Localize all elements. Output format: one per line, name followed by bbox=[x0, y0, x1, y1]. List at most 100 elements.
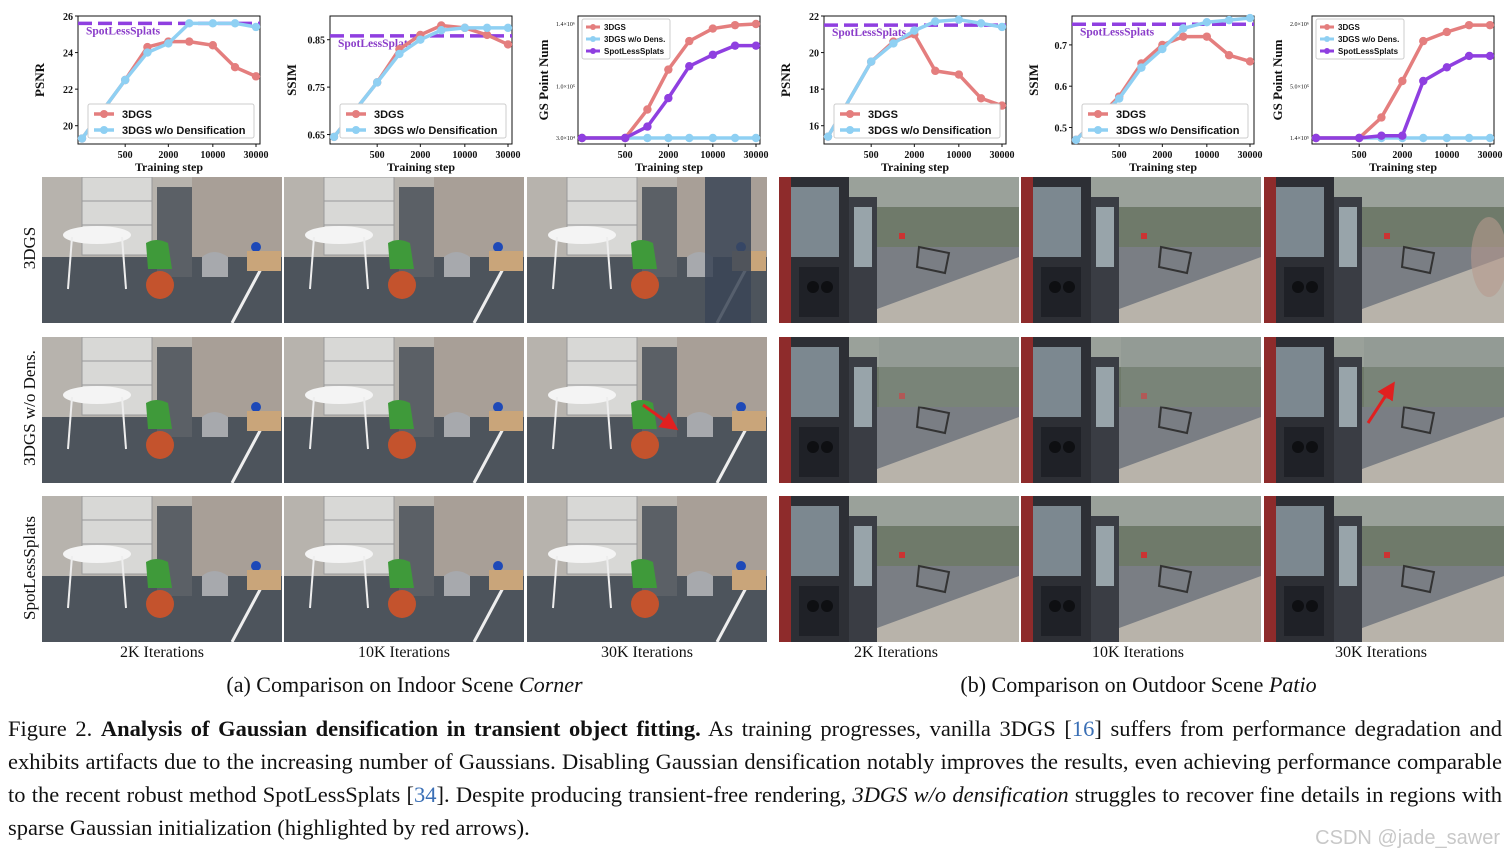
photo-outdoor-spotlesssplats-10k bbox=[1021, 496, 1261, 642]
photo-outdoor-3dgs-2k bbox=[779, 177, 1019, 323]
x-axis-label: Training step bbox=[387, 160, 455, 174]
figure-caption: Figure 2. Analysis of Gaussian densifica… bbox=[8, 712, 1502, 844]
chart-outdoor-gs-num: 500 2000 10000 30000 Training step GS Point N… bbox=[1264, 4, 1503, 176]
photo-indoor-3dgs-2k bbox=[42, 177, 282, 323]
reference-label: SpotLessSplats bbox=[1080, 26, 1155, 38]
legend-marker bbox=[846, 126, 854, 134]
row-label-3dgs-wo-dens: 3DGS w/o Dens. bbox=[20, 350, 39, 466]
data-point bbox=[643, 105, 652, 114]
legend-entry: 3DGS w/o Dens. bbox=[604, 35, 665, 44]
x-tick-label: 10000 bbox=[452, 150, 477, 161]
y-tick-label: 20 bbox=[809, 49, 819, 60]
legend-marker bbox=[846, 110, 854, 118]
row-label-3dgs: 3DGS bbox=[20, 226, 39, 270]
legend-entry: 3DGS w/o Dens. bbox=[1338, 35, 1399, 44]
data-point bbox=[437, 26, 446, 35]
iter-label-30k-outdoor: 30K Iterations bbox=[1335, 644, 1427, 661]
data-point bbox=[1485, 51, 1495, 61]
x-tick-label: 10000 bbox=[1434, 150, 1459, 161]
legend-box bbox=[581, 18, 671, 60]
data-point bbox=[1419, 133, 1428, 143]
caption-text-4: struggles to recover fine details in reg… bbox=[8, 782, 1502, 840]
data-point bbox=[954, 70, 964, 79]
chart-indoor-gs-num: 500 2000 10000 30000 Training step GS Point N… bbox=[530, 4, 769, 176]
data-point bbox=[931, 66, 940, 76]
legend-marker bbox=[352, 126, 360, 134]
caption-italic: 3DGS w/o densification bbox=[852, 782, 1069, 807]
photo-outdoor-3dgs-wo-dens-2k bbox=[779, 337, 1019, 483]
y-tick-label: 0.7 bbox=[1055, 41, 1068, 52]
y-tick-label: 0.65 bbox=[308, 131, 326, 142]
red-arrow-outdoor bbox=[1264, 337, 1504, 483]
y-tick-label: 1.0×10⁵ bbox=[556, 84, 575, 90]
legend-entry: 3DGS w/o Densification bbox=[122, 125, 246, 137]
data-point bbox=[751, 133, 761, 143]
plot-frame bbox=[77, 15, 261, 145]
legend-marker bbox=[1324, 48, 1330, 54]
plot-frame bbox=[1311, 15, 1495, 145]
data-point bbox=[482, 23, 492, 33]
data-point bbox=[730, 41, 740, 50]
x-axis-label: Training step bbox=[881, 160, 949, 174]
photo-indoor-3dgs-30k bbox=[527, 177, 767, 323]
data-point bbox=[230, 19, 240, 28]
reference-label: SpotLessSplats bbox=[832, 27, 907, 39]
reference-label: SpotLessSplats bbox=[338, 38, 413, 50]
legend-marker bbox=[1094, 110, 1102, 118]
data-point bbox=[664, 133, 673, 143]
data-point bbox=[889, 39, 898, 48]
data-point bbox=[954, 15, 964, 24]
data-point bbox=[208, 19, 218, 28]
caption-text-2: ] suffers from performance degradation a… bbox=[8, 716, 1502, 807]
x-tick-label: 10000 bbox=[700, 150, 725, 161]
legend-box bbox=[833, 103, 1001, 139]
legend-marker bbox=[590, 36, 596, 42]
plot-frame bbox=[577, 15, 761, 145]
x-tick-label: 2000 bbox=[1392, 150, 1412, 161]
data-point bbox=[372, 78, 382, 87]
data-point bbox=[416, 35, 425, 44]
data-point bbox=[1419, 36, 1428, 46]
citation-16[interactable]: 16 bbox=[1071, 716, 1095, 741]
y-axis-label: PSNR bbox=[778, 62, 793, 97]
data-point bbox=[1398, 131, 1407, 140]
x-tick-label: 30000 bbox=[744, 150, 769, 161]
legend-entry: 3DGS bbox=[374, 109, 404, 121]
caption-label: Figure 2. bbox=[8, 716, 101, 741]
data-point bbox=[1377, 113, 1386, 122]
data-point bbox=[664, 93, 673, 103]
legend-box bbox=[1081, 103, 1249, 139]
data-point bbox=[1464, 51, 1474, 61]
y-axis-label: GS Point Num bbox=[536, 39, 551, 120]
data-point bbox=[503, 23, 513, 33]
plot-frame bbox=[1071, 15, 1255, 145]
x-tick-label: 2000 bbox=[158, 150, 178, 161]
legend-box bbox=[1315, 18, 1405, 60]
x-axis-label: Training step bbox=[1369, 160, 1437, 174]
reference-label: SpotLessSplats bbox=[86, 25, 161, 37]
data-point bbox=[1158, 44, 1167, 54]
data-point bbox=[143, 48, 152, 57]
photo-outdoor-3dgs-wo-dens-30k bbox=[1264, 337, 1504, 483]
data-point bbox=[931, 17, 940, 26]
legend-entry: 3DGS bbox=[1338, 23, 1360, 32]
x-tick-label: 2000 bbox=[904, 150, 924, 161]
chart-indoor-ssim: 500 2000 10000 30000 Training step SSIM 0.65 0.… bbox=[282, 4, 521, 176]
data-point bbox=[730, 133, 740, 143]
data-point bbox=[1224, 15, 1234, 25]
data-point bbox=[866, 57, 876, 66]
y-axis-label: PSNR bbox=[32, 62, 47, 97]
subcaption-outdoor: (b) Comparison on Outdoor Scene Patio bbox=[960, 672, 1317, 697]
data-point bbox=[1354, 133, 1364, 143]
x-tick-label: 30000 bbox=[990, 150, 1015, 161]
legend-entry: 3DGS w/o Densification bbox=[868, 125, 992, 137]
y-tick-label: 22 bbox=[63, 85, 73, 96]
photo-outdoor-3dgs-wo-dens-10k bbox=[1021, 337, 1261, 483]
data-point bbox=[1114, 94, 1124, 103]
iter-label-10k-indoor: 10K Iterations bbox=[358, 644, 450, 661]
data-point bbox=[1464, 133, 1474, 143]
photo-outdoor-3dgs-10k bbox=[1021, 177, 1261, 323]
citation-34[interactable]: 34 bbox=[414, 782, 437, 807]
y-tick-label: 16 bbox=[809, 122, 819, 133]
data-point bbox=[708, 50, 718, 59]
